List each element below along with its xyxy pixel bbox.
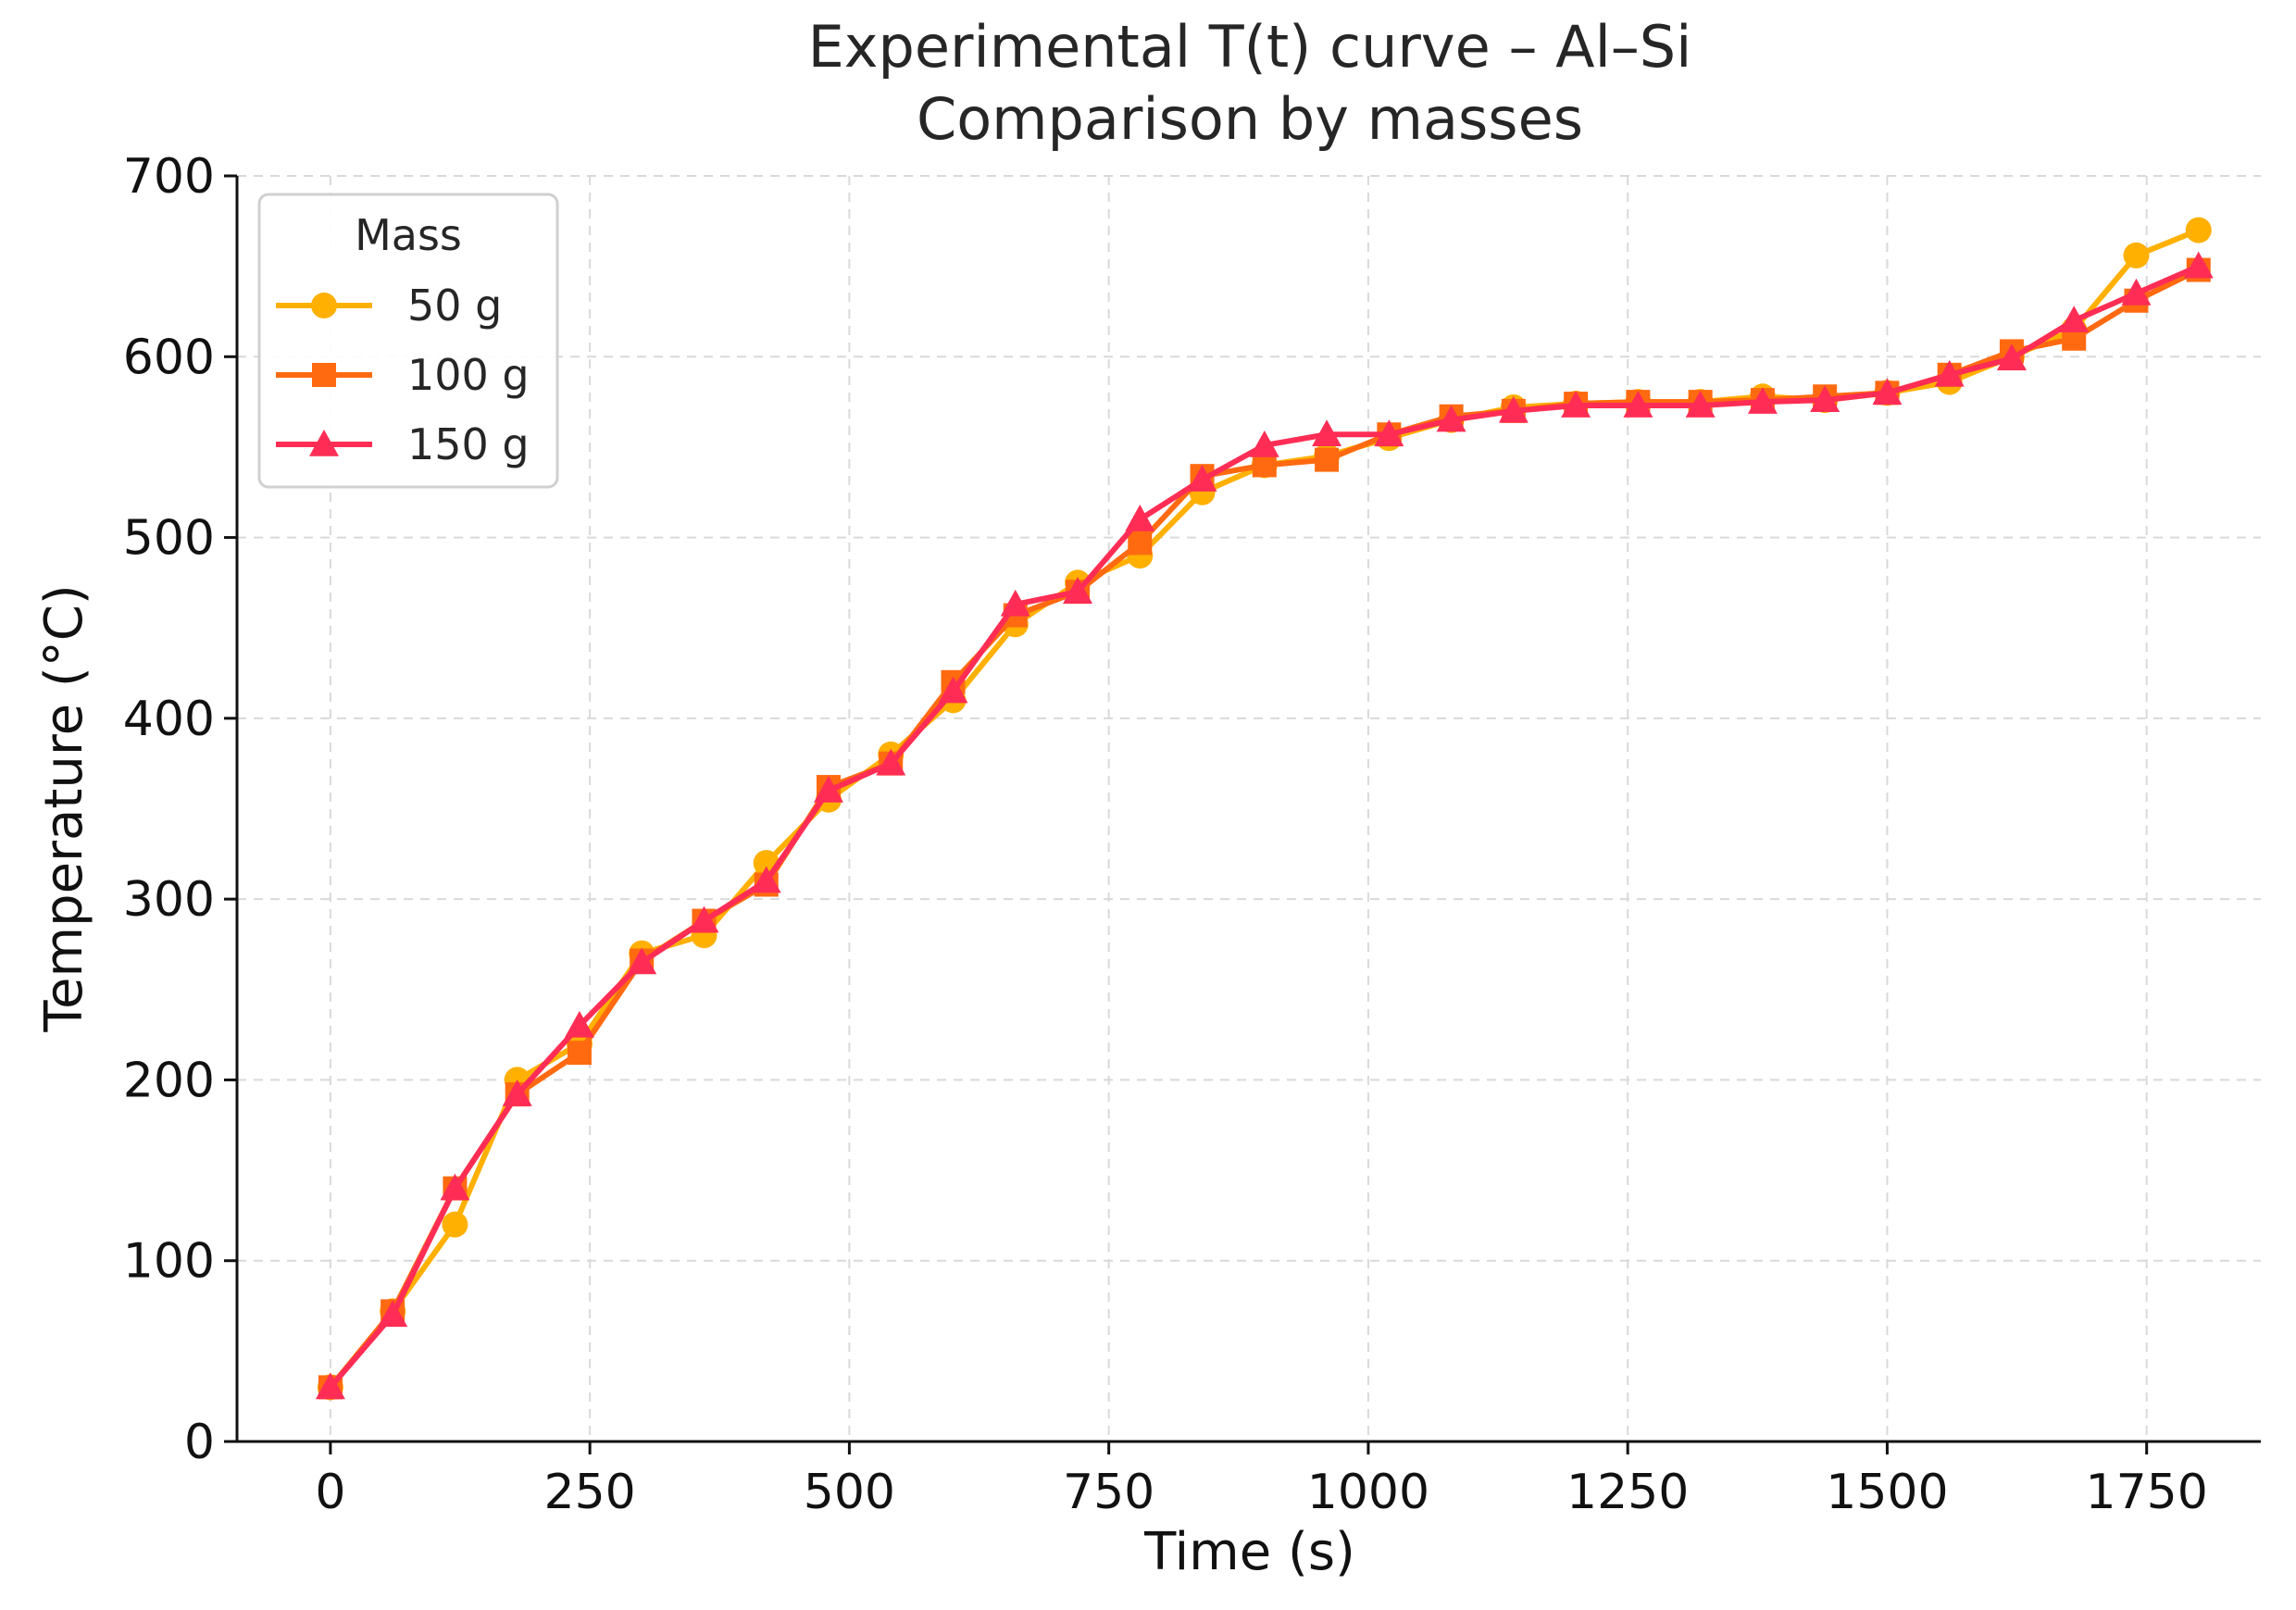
data-point-150g (564, 1010, 594, 1038)
legend-entry-100g: 100 g (276, 350, 530, 400)
legend-entry-50g: 50 g (276, 281, 502, 331)
y-tick-label: 300 (123, 872, 215, 928)
x-axis-label: Time (s) (1143, 1522, 1355, 1582)
data-point-150g (1249, 430, 1279, 457)
data-point-150g (1436, 405, 1466, 432)
data-point-150g (440, 1173, 470, 1201)
data-point-150g (1747, 387, 1778, 414)
legend-box (257, 193, 559, 489)
data-point-150g (2183, 251, 2214, 279)
data-point-150g (938, 676, 968, 704)
legend: Mass 50 g 100 g 150 g (257, 193, 559, 489)
legend-entries: 50 g 100 g 150 g (276, 281, 530, 469)
data-point-150g (1063, 577, 1093, 604)
y-tick-label: 700 (123, 149, 215, 205)
x-tick-label: 1500 (1826, 1465, 1948, 1520)
x-tick-label: 750 (1063, 1465, 1154, 1520)
data-point-150g (627, 947, 657, 975)
legend-label-50g: 50 g (407, 281, 502, 331)
data-point-150g (1187, 465, 1217, 492)
x-tick-label: 1750 (2086, 1465, 2208, 1520)
chart-title: Experimental T(t) curve – Al–Si (808, 13, 1692, 81)
legend-marker-150g (309, 430, 339, 456)
data-point-150g (378, 1300, 408, 1328)
x-tick-label: 1000 (1307, 1465, 1429, 1520)
data-point-150g (1685, 391, 1716, 418)
data-point-150g (1000, 589, 1030, 617)
series-150g (315, 251, 2214, 1400)
y-tick-label: 600 (123, 330, 215, 385)
x-tick-label: 500 (804, 1465, 895, 1520)
series-group (315, 217, 2214, 1401)
data-point-150g (1623, 391, 1653, 418)
data-point-100g (567, 1041, 592, 1066)
data-point-100g (1252, 453, 1277, 478)
legend-marker-50g (311, 293, 337, 318)
data-point-100g (1128, 530, 1153, 555)
y-tick-label: 500 (123, 511, 215, 567)
legend-marker-100g (312, 363, 336, 387)
data-point-150g (1872, 378, 1903, 406)
legend-entry-150g: 150 g (276, 419, 530, 469)
x-tick-label: 250 (544, 1465, 636, 1520)
data-point-150g (751, 866, 781, 893)
data-point-150g (1125, 505, 1155, 531)
data-point-150g (1561, 391, 1591, 418)
data-point-150g (1374, 419, 1404, 447)
x-tick-label: 1250 (1566, 1465, 1689, 1520)
data-point-150g (1498, 395, 1529, 423)
axes (235, 176, 2261, 1443)
data-point-150g (1312, 419, 1342, 447)
y-tick-label: 400 (123, 692, 215, 747)
y-tick-label: 200 (123, 1053, 215, 1108)
data-point-150g (813, 775, 843, 803)
ticks: 0 250 500 750 1000 1250 1500 1750 0 100 200 300 400 5… (123, 149, 2208, 1520)
legend-title: Mass (355, 210, 462, 260)
data-point-150g (1996, 343, 2027, 371)
data-point-150g (689, 905, 719, 933)
data-point-150g (502, 1080, 532, 1106)
data-point-150g (1810, 385, 1841, 412)
y-tick-label: 0 (184, 1415, 215, 1470)
chart-subtitle: Comparison by masses (917, 85, 1583, 153)
data-point-50g (2185, 217, 2212, 243)
data-point-150g (2059, 306, 2090, 333)
x-tick-label: 0 (315, 1465, 345, 1520)
data-point-150g (2121, 278, 2152, 306)
y-axis-label: Temperature (°C) (34, 584, 94, 1032)
data-point-50g (442, 1211, 468, 1238)
data-point-150g (315, 1372, 345, 1400)
data-point-150g (876, 748, 906, 776)
data-point-150g (1934, 359, 1965, 387)
y-tick-label: 100 (123, 1234, 215, 1290)
data-point-100g (1315, 447, 1340, 472)
data-point-50g (2123, 242, 2150, 268)
legend-label-150g: 150 g (407, 419, 530, 469)
legend-label-100g: 100 g (407, 350, 530, 400)
